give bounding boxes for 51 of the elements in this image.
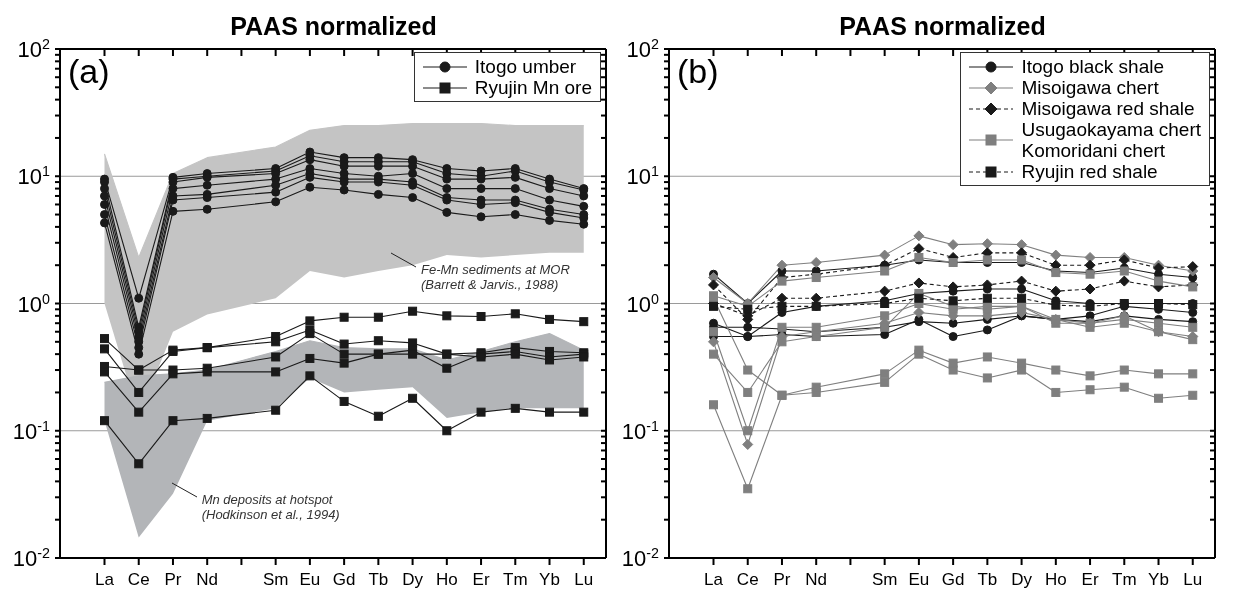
x-tick-label: Gd <box>941 570 965 589</box>
x-tick-label: Tb <box>368 570 389 589</box>
x-tick-label: Ce <box>127 570 150 589</box>
x-tick-label: Nd <box>196 570 219 589</box>
y-tick-label: 10$^{-1}$ <box>12 417 51 444</box>
x-tick-label: Er <box>1081 570 1099 589</box>
chart-title: PAAS normalized <box>229 12 438 41</box>
legend-label: Itogo black shale <box>1021 56 1165 77</box>
x-tick-label: Yb <box>1148 570 1169 589</box>
x-tick-label: La <box>704 570 724 589</box>
x-tick-label: Lu <box>1183 570 1203 589</box>
x-tick-label: Pr <box>773 570 791 589</box>
x-tick-label: Ho <box>1044 570 1067 589</box>
legend-label: Ryujin red shale <box>1021 161 1158 182</box>
y-tick-label: 10$^{1}$ <box>626 163 660 190</box>
chart-title: PAAS normalized <box>838 12 1047 41</box>
x-tick-label: Yb <box>539 570 560 589</box>
x-tick-label: Dy <box>402 570 424 589</box>
x-tick-label: Er <box>472 570 490 589</box>
legend-label: Ryujin Mn ore <box>474 77 592 98</box>
x-tick-label: Sm <box>262 570 289 589</box>
x-tick-label: Tm <box>1112 570 1137 589</box>
legend-label: Usugaokayama chert Komoridani chert <box>1021 119 1201 161</box>
y-tick-label: 10$^{0}$ <box>17 290 51 317</box>
annotation: (a) <box>68 52 110 91</box>
x-tick-label: Sm <box>871 570 898 589</box>
x-tick-label: Lu <box>574 570 594 589</box>
y-tick-label: 10$^{0}$ <box>626 290 660 317</box>
x-tick-label: Eu <box>908 570 930 589</box>
x-tick-label: Tb <box>977 570 998 589</box>
y-tick-label: 10$^{2}$ <box>17 36 51 62</box>
x-tick-label: Nd <box>805 570 828 589</box>
y-tick-label: 10$^{-2}$ <box>12 545 51 571</box>
x-tick-label: Gd <box>332 570 356 589</box>
x-tick-label: Ho <box>435 570 458 589</box>
legend-label: Misoigawa red shale <box>1021 98 1195 119</box>
y-tick-label: 10$^{-2}$ <box>621 545 660 571</box>
legend-label: Itogo umber <box>474 56 577 77</box>
x-tick-label: Eu <box>299 570 321 589</box>
x-tick-label: Tm <box>503 570 528 589</box>
y-tick-label: 10$^{2}$ <box>626 36 660 62</box>
annotation: Fe-Mn sediments at MOR (Barrett & Jarvis., 1988) <box>421 262 570 293</box>
x-tick-label: La <box>95 570 115 589</box>
x-tick-label: Dy <box>1011 570 1033 589</box>
y-tick-label: 10$^{-1}$ <box>621 417 660 444</box>
x-tick-label: Pr <box>164 570 182 589</box>
legend-label: Misoigawa chert <box>1021 77 1159 98</box>
x-tick-label: Ce <box>736 570 759 589</box>
annotation: Mn deposits at hotspot (Hodkinson et al., 1994) <box>201 491 340 522</box>
y-tick-label: 10$^{1}$ <box>17 163 51 190</box>
annotation: (b) <box>677 52 719 91</box>
